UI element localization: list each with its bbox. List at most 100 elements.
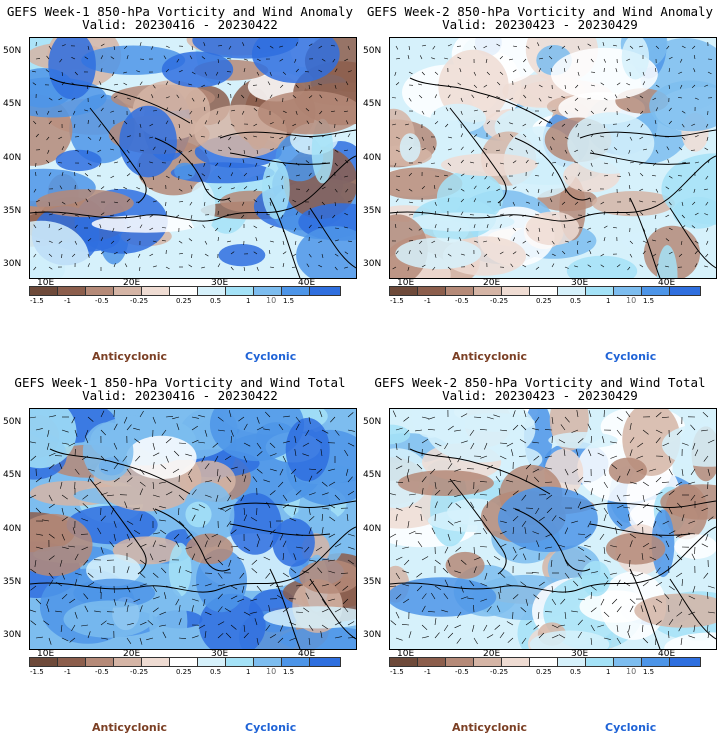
longitude-label: 20E <box>483 649 501 659</box>
longitude-label: 20E <box>483 278 501 288</box>
map-panel-week1-total: GEFS Week-1 850-hPa Vorticity and Wind T… <box>0 371 360 741</box>
colorbar-tick-label: 1.5 <box>643 668 655 676</box>
wind-vectors <box>391 41 713 271</box>
colorbar-tick-label: -0.25 <box>490 297 509 305</box>
colorbar-swatch <box>58 658 86 666</box>
anticyclonic-label: Anticyclonic <box>92 350 168 363</box>
colorbar-swatch <box>614 658 642 666</box>
colorbar-swatch <box>282 658 310 666</box>
latitude-label: 30N <box>3 259 22 269</box>
map-panel-week2-total: GEFS Week-2 850-hPa Vorticity and Wind T… <box>360 371 720 741</box>
colorbar-tick-label: -1.5 <box>30 668 44 676</box>
colorbar-swatch <box>642 658 670 666</box>
map-area <box>29 37 357 279</box>
colorbar-swatch <box>558 658 586 666</box>
panel-title: GEFS Week-2 850-hPa Vorticity and Wind A… <box>366 4 714 19</box>
wind-vectors <box>30 409 356 645</box>
colorbar <box>29 286 341 296</box>
panel-valid-dates: Valid: 20230416 - 20230422 <box>82 17 278 32</box>
colorbar-tick-label: 1.5 <box>283 297 295 305</box>
longitude-label: 40E <box>658 649 676 659</box>
colorbar-swatch <box>198 287 226 295</box>
colorbar-swatch <box>226 287 254 295</box>
colorbar <box>29 657 341 667</box>
colorbar-tick-label: 0.5 <box>210 668 222 676</box>
colorbar-swatch <box>586 658 614 666</box>
colorbar-swatch <box>86 287 114 295</box>
latitude-label: 45N <box>363 470 382 480</box>
colorbar-tick-label: 0.25 <box>536 668 552 676</box>
colorbar-tick-label: 0.5 <box>210 297 222 305</box>
longitude-label: 30E <box>211 649 229 659</box>
latitude-label: 45N <box>3 470 22 480</box>
panel-title: GEFS Week-1 850-hPa Vorticity and Wind T… <box>14 375 346 390</box>
colorbar-swatch <box>170 287 198 295</box>
colorbar-swatch <box>282 287 310 295</box>
anticyclonic-label: Anticyclonic <box>452 721 528 734</box>
colorbar-swatch <box>114 658 142 666</box>
colorbar-swatch <box>58 287 86 295</box>
colorbar <box>389 286 701 296</box>
colorbar-swatch <box>310 287 340 295</box>
colorbar-tick-label: -1.5 <box>390 297 404 305</box>
colorbar-swatch <box>114 287 142 295</box>
colorbar-swatch <box>198 658 226 666</box>
colorbar-tick-label: 0.5 <box>570 668 582 676</box>
cyclonic-label: Cyclonic <box>605 721 657 734</box>
colorbar-tick-label: -0.25 <box>130 668 149 676</box>
latitude-label: 30N <box>363 630 382 640</box>
colorbar-tick-label: -1 <box>424 668 431 676</box>
wind-vectors <box>32 41 352 271</box>
cyclonic-label: Cyclonic <box>245 721 297 734</box>
colorbar-swatch <box>390 287 418 295</box>
cyclonic-label: Cyclonic <box>605 350 657 363</box>
colorbar-swatch <box>670 287 700 295</box>
vorticity-map <box>30 38 356 278</box>
map-area <box>389 37 717 279</box>
coastlines <box>30 448 356 649</box>
colorbar-tick-label: -1.5 <box>390 668 404 676</box>
colorbar-swatch <box>254 658 282 666</box>
colorbar-tick-label: 1 <box>606 668 611 676</box>
map-panel-week1-anomaly: GEFS Week-1 850-hPa Vorticity and Wind A… <box>0 0 360 370</box>
colorbar-tick-label: -1.5 <box>30 297 44 305</box>
colorbar-tick-label: -0.5 <box>455 297 469 305</box>
colorbar-swatch <box>530 658 558 666</box>
colorbar-tick-label: 1.5 <box>283 668 295 676</box>
longitude-label: 20E <box>123 649 141 659</box>
latitude-label: 30N <box>363 259 382 269</box>
colorbar-tick-label: 1 <box>246 668 251 676</box>
latitude-label: 45N <box>363 99 382 109</box>
latitude-label: 40N <box>3 524 22 534</box>
colorbar-swatch <box>254 287 282 295</box>
colorbar-tick-label: -0.25 <box>490 668 509 676</box>
longitude-label: 40E <box>298 278 316 288</box>
colorbar-swatch <box>502 658 530 666</box>
panel-title: GEFS Week-1 850-hPa Vorticity and Wind A… <box>6 4 354 19</box>
colorbar-swatch <box>446 658 474 666</box>
panel-valid-dates: Valid: 20230423 - 20230429 <box>442 388 638 403</box>
colorbar-swatch <box>558 287 586 295</box>
cyclonic-label: Cyclonic <box>245 350 297 363</box>
colorbar-units: 10 <box>626 667 637 676</box>
latitude-label: 40N <box>363 524 382 534</box>
colorbar-swatch <box>390 658 418 666</box>
colorbar-swatch <box>586 287 614 295</box>
vorticity-map <box>390 38 716 278</box>
longitude-label: 40E <box>298 649 316 659</box>
colorbar-swatch <box>226 658 254 666</box>
longitude-label: 10E <box>37 649 55 659</box>
latitude-label: 40N <box>363 153 382 163</box>
colorbar-swatch <box>86 658 114 666</box>
longitude-label: 40E <box>658 278 676 288</box>
colorbar-swatch <box>474 658 502 666</box>
colorbar-swatch <box>614 287 642 295</box>
colorbar-tick-label: 1.5 <box>643 297 655 305</box>
colorbar-swatch <box>446 287 474 295</box>
colorbar-tick-label: -0.5 <box>95 668 109 676</box>
latitude-label: 50N <box>363 46 382 56</box>
colorbar-tick-label: 0.25 <box>536 297 552 305</box>
colorbar-tick-label: 0.25 <box>176 297 192 305</box>
longitude-label: 30E <box>211 278 229 288</box>
latitude-label: 35N <box>363 206 382 216</box>
